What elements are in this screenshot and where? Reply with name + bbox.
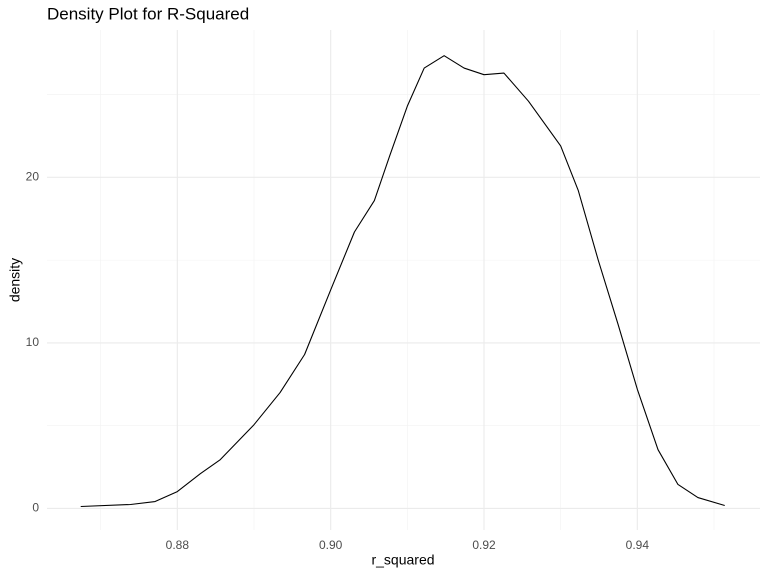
density-line	[80, 55, 725, 508]
y-tick-label: 0	[32, 501, 39, 515]
y-tick-label: 20	[26, 170, 40, 184]
x-tick-label: 0.92	[472, 538, 496, 552]
y-axis-title: density	[7, 258, 23, 302]
x-tick-label: 0.94	[626, 538, 650, 552]
y-tick-label: 10	[26, 335, 40, 349]
chart-title: Density Plot for R-Squared	[47, 4, 249, 23]
x-tick-label: 0.88	[166, 538, 190, 552]
x-axis-title: r_squared	[371, 552, 434, 568]
x-tick-label: 0.90	[319, 538, 343, 552]
